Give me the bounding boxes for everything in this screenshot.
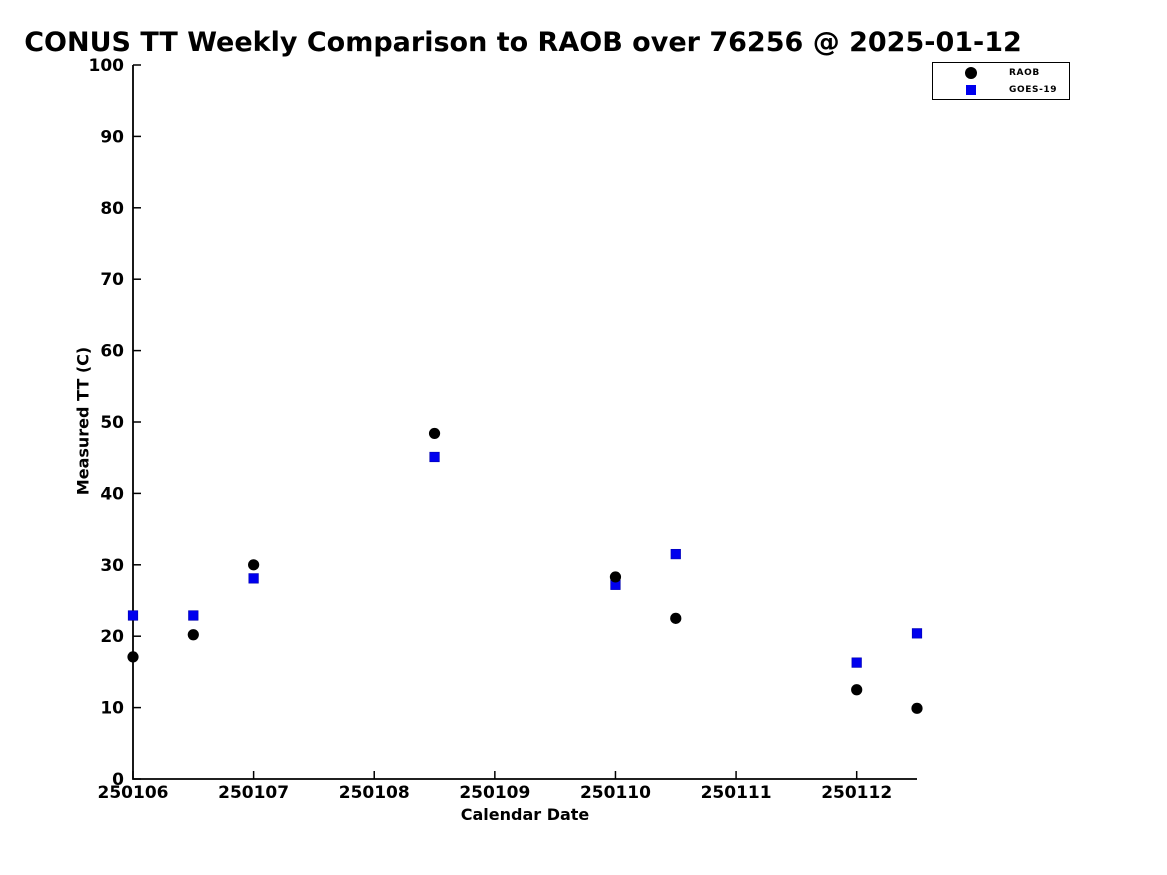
legend: RAOB GOES-19 <box>932 62 1070 100</box>
data-point-raob <box>609 571 622 583</box>
x-tick-label: 250110 <box>580 783 651 803</box>
data-point-goes-19 <box>188 610 199 621</box>
x-tick-label: 250106 <box>98 783 169 803</box>
x-tick-label: 250111 <box>701 783 772 803</box>
goes-19-marker-icon <box>966 84 976 95</box>
chart-title: CONUS TT Weekly Comparison to RAOB over … <box>24 27 1022 58</box>
x-tick-label: 250107 <box>218 783 289 803</box>
y-tick-label: 50 <box>100 413 124 433</box>
data-point-goes-19 <box>248 573 259 584</box>
y-tick-label: 10 <box>100 699 124 719</box>
y-tick-label: 20 <box>100 627 124 647</box>
legend-label-goes-19: GOES-19 <box>1009 84 1058 95</box>
y-tick-label: 0 <box>112 770 124 790</box>
y-tick-label: 60 <box>100 342 124 362</box>
data-point-goes-19 <box>911 628 923 639</box>
raob-marker-icon <box>965 66 977 79</box>
axis-spine <box>132 65 917 780</box>
y-tick-label: 90 <box>100 127 124 147</box>
data-point-raob <box>127 651 139 663</box>
data-point-goes-19 <box>851 657 862 668</box>
data-point-raob <box>670 612 682 624</box>
data-point-goes-19 <box>429 451 440 463</box>
x-tick-label: 250112 <box>821 783 892 803</box>
data-point-goes-19 <box>670 548 681 560</box>
x-tick-label: 250109 <box>459 783 530 803</box>
y-tick-label: 30 <box>100 556 124 576</box>
legend-entry-goes-19: GOES-19 <box>933 83 1069 97</box>
data-point-raob <box>248 559 260 571</box>
x-axis-label: Calendar Date <box>460 805 590 824</box>
data-point-goes-19 <box>127 610 139 621</box>
x-tick-label: 250108 <box>339 783 410 803</box>
legend-label-raob: RAOB <box>1009 67 1040 78</box>
data-point-raob <box>187 629 199 641</box>
y-tick-label: 70 <box>100 270 124 290</box>
data-point-raob <box>911 702 923 714</box>
legend-entry-raob: RAOB <box>933 66 1069 80</box>
y-tick-label: 100 <box>89 56 125 76</box>
data-point-raob <box>428 427 441 440</box>
data-point-raob <box>851 684 863 696</box>
y-tick-label: 80 <box>100 199 124 219</box>
y-tick-label: 40 <box>100 484 124 504</box>
